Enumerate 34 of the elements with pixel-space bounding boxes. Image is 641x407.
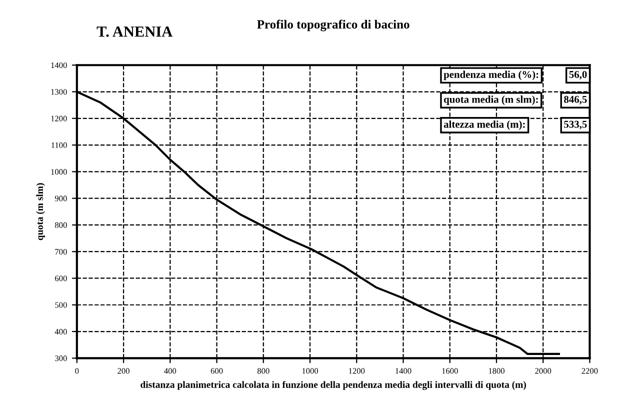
annotation: altezza media (m): — [444, 120, 525, 130]
x-tick-label: 1000 — [302, 368, 318, 374]
y-tick-label: 900 — [54, 196, 67, 202]
annotation: 533,5 — [564, 120, 587, 130]
x-tick-label: 800 — [257, 368, 270, 374]
x-tick-label: 2200 — [582, 368, 598, 374]
x-tick-label: 0 — [75, 368, 79, 374]
y-axis-title: quota (m slm) — [36, 183, 45, 240]
x-tick-label: 1800 — [488, 368, 504, 374]
annotation: quota media (m slm): — [444, 96, 538, 106]
chart-title: Profilo topografico di bacino — [257, 20, 410, 32]
x-axis-title: distanza planimetrica calcolata in funzione della pendenza media degli intervalli di quota (m) — [140, 380, 526, 390]
x-tick-label: 200 — [118, 368, 130, 374]
annotation: 846,5 — [564, 96, 587, 104]
text: T. ANENIA — [96, 26, 173, 37]
y-tick-label: 700 — [55, 248, 67, 255]
y-tick-label: 300 — [55, 356, 67, 362]
x-tick-label: 1600 — [442, 368, 458, 374]
x-tick-label: 2000 — [535, 368, 552, 374]
y-tick-label: 1100 — [52, 142, 67, 148]
y-tick-label: 400 — [54, 328, 67, 334]
annotation: pendenza media (%): — [444, 70, 538, 80]
x-tick-label: 1200 — [349, 368, 365, 374]
y-tick-label: 600 — [55, 276, 67, 282]
y-tick-label: 1300 — [51, 89, 67, 95]
y-tick-label: 1200 — [51, 116, 67, 122]
x-tick-label: 600 — [210, 368, 223, 374]
y-tick-label: 1400 — [51, 62, 67, 68]
y-tick-label: 800 — [55, 222, 67, 228]
y-tick-label: 1000 — [51, 169, 67, 175]
x-tick-label: 1400 — [396, 368, 412, 374]
x-tick-label: 400 — [164, 368, 176, 374]
y-tick-label: 500 — [55, 302, 67, 308]
annotation: 56,0 — [569, 70, 587, 80]
